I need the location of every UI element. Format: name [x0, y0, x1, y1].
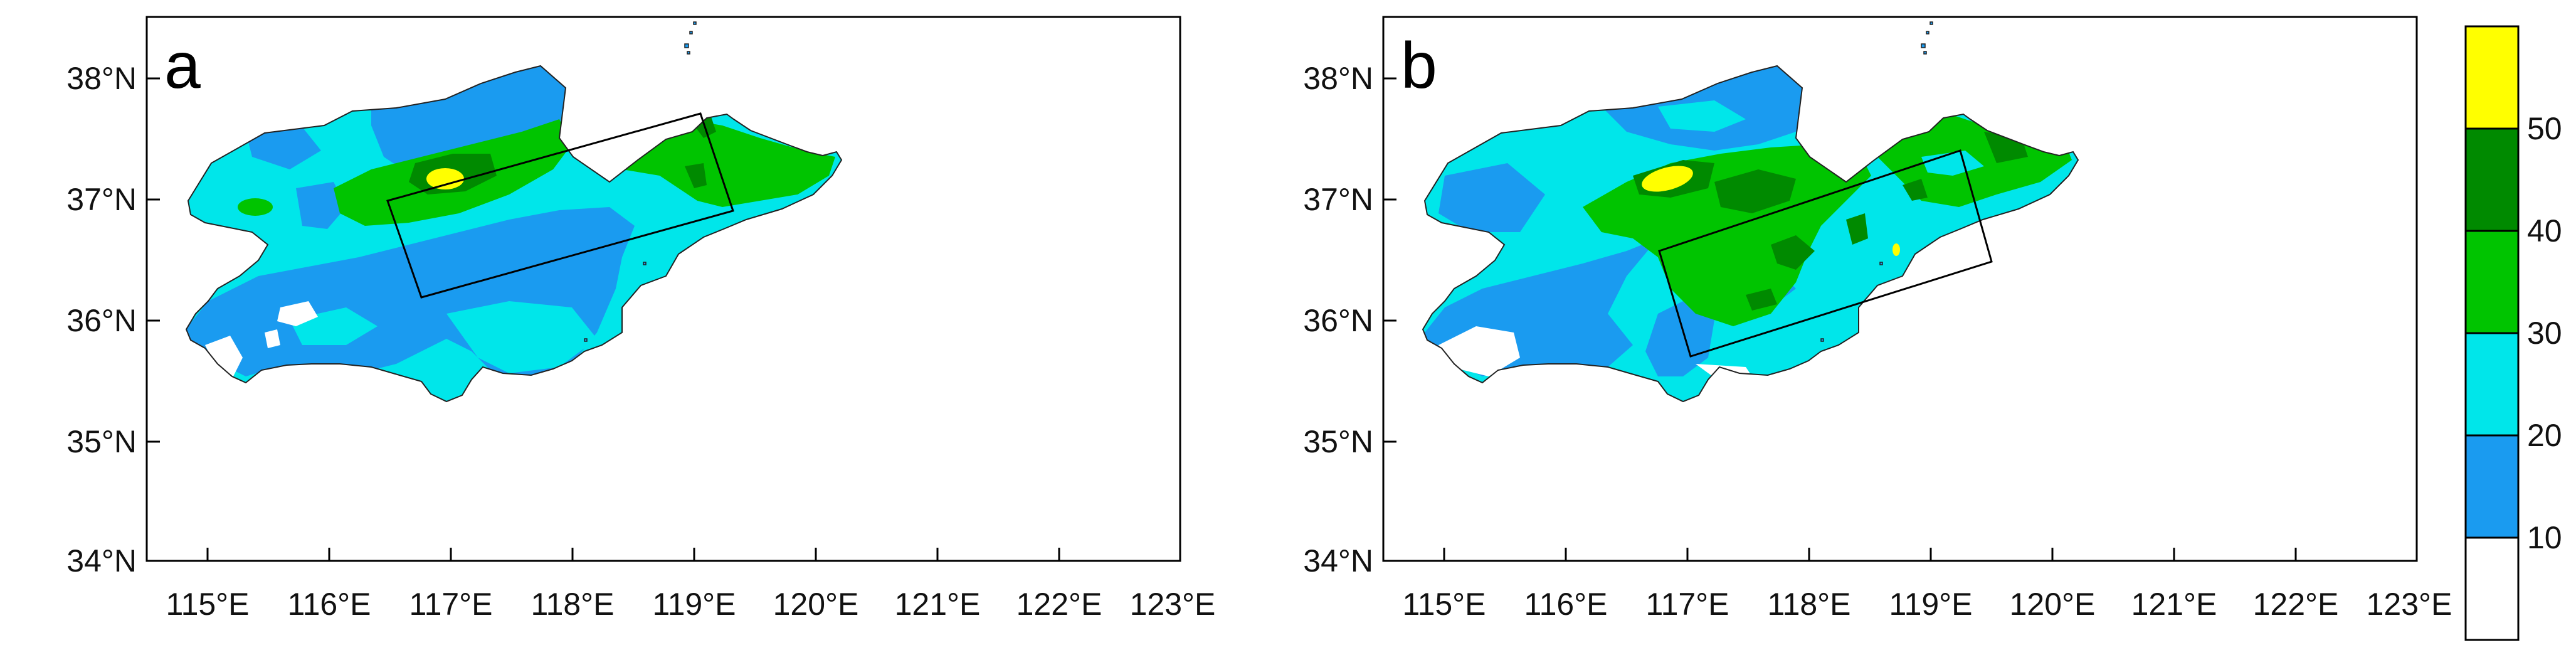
colorbar-label: 30	[2527, 316, 2562, 351]
panel-b-letter: b	[1401, 29, 1437, 102]
panel-b-lon-label: 116°E	[1524, 587, 1607, 622]
panel-a-lat-label: 36°N	[66, 303, 137, 338]
panel-b-islands	[1820, 21, 1933, 342]
colorbar-label: 50	[2527, 111, 2562, 146]
panel-b-east-cyan	[1921, 151, 1984, 176]
panel-b-white-1	[1438, 326, 1520, 376]
panel-a-lon-label: 115°E	[166, 587, 249, 622]
panel-a-lat-label: 38°N	[66, 61, 137, 96]
panel-a-lon-label: 116°E	[287, 587, 371, 622]
panel-b-lat-axis	[1383, 77, 1396, 562]
panel-b-lon-label: 119°E	[1889, 587, 1972, 622]
panel-b-lat-label: 37°N	[1303, 182, 1373, 217]
panel-b-study-box	[1658, 149, 1993, 358]
panel-b-darkgreen-5	[1846, 213, 1868, 245]
panel-a-lon-label: 119°E	[652, 587, 736, 622]
panel-a-lon-label: 120°E	[773, 587, 859, 622]
panel-b-darkgreen-4	[1746, 289, 1777, 311]
panel-a-lon-label: 117°E	[409, 587, 492, 622]
panel-b-lon-label: 121°E	[2131, 587, 2217, 622]
panel-b-nw-blue	[1438, 163, 1545, 232]
panel-b-yellow-east	[1892, 243, 1900, 256]
panel-a-lat-axis	[147, 77, 160, 562]
panel-a-study-box	[386, 112, 734, 299]
panel-b-lon-label: 120°E	[2010, 587, 2096, 622]
panel-a-white-1	[277, 301, 318, 326]
panel-b-lon-label: 117°E	[1645, 587, 1729, 622]
panel-a-lat-label: 34°N	[66, 543, 137, 578]
panel-a-west-blue	[296, 182, 346, 229]
panel-b-darkgreen-3	[1771, 235, 1815, 270]
panel-b-east-darkgreen-2	[1903, 179, 1928, 201]
panel-a-lat-label: 35°N	[66, 424, 137, 459]
panel-b-yellow-core	[1642, 166, 1693, 192]
colorbar-seg-white	[2466, 538, 2518, 640]
colorbar-seg-darkgreen	[2466, 129, 2518, 231]
colorbar-label: 40	[2527, 213, 2562, 248]
panel-b-lon-label: 118°E	[1767, 587, 1850, 622]
panel-a-white-3	[265, 329, 280, 348]
panel-b-lon-label: 122°E	[2253, 587, 2339, 622]
panel-b-lon-label: 115°E	[1402, 587, 1486, 622]
panel-a-yellow-core	[426, 168, 464, 189]
panel-a-east-green	[616, 119, 835, 207]
panel-b-lat-label: 35°N	[1303, 424, 1373, 459]
panel-b-lon-axis	[1443, 548, 2418, 561]
panel-a-south-cyan	[446, 301, 597, 373]
panel-a-lon-label: 121°E	[895, 587, 981, 622]
colorbar-seg-green	[2466, 231, 2518, 333]
colorbar: 50 40 30 20 10	[2464, 25, 2562, 641]
panel-b-lon-label: 123°E	[2367, 587, 2452, 622]
panel-a-west-green	[238, 198, 273, 216]
colorbar-seg-yellow	[2466, 26, 2518, 129]
panel-b-lat-label: 36°N	[1303, 303, 1373, 338]
colorbar-dividers	[2466, 127, 2518, 539]
panel-a-lon-axis	[206, 548, 1181, 561]
panel-a-east-darkgreen-2	[685, 163, 707, 188]
panel-a-lon-label: 118°E	[531, 587, 614, 622]
panel-b-north-cyan	[1658, 100, 1746, 132]
panel-b-south-blue-2	[1645, 301, 1714, 376]
colorbar-seg-blue	[2466, 435, 2518, 538]
panel-a-letter: a	[164, 29, 201, 102]
panel-b: b 38°N 37°N 36°N 35°N 34°N 115°E 116°E 1…	[1303, 16, 2452, 622]
panel-a: a 38°N 37°N 36°N 35°N 34°N 115°E 116°E	[66, 16, 1216, 622]
panel-a-lon-label: 122°E	[1016, 587, 1102, 622]
panel-b-lat-label: 34°N	[1303, 543, 1373, 578]
panel-a-islands	[584, 21, 697, 342]
colorbar-label: 20	[2527, 418, 2562, 453]
panel-b-lat-label: 38°N	[1303, 61, 1373, 96]
panel-b-darkgreen-2	[1714, 169, 1796, 213]
panel-a-lon-label: 123°E	[1130, 587, 1216, 622]
colorbar-seg-cyan	[2466, 333, 2518, 435]
panel-a-lat-label: 37°N	[66, 182, 137, 217]
panel-a-white-2	[205, 336, 243, 376]
colorbar-label: 10	[2527, 520, 2562, 555]
